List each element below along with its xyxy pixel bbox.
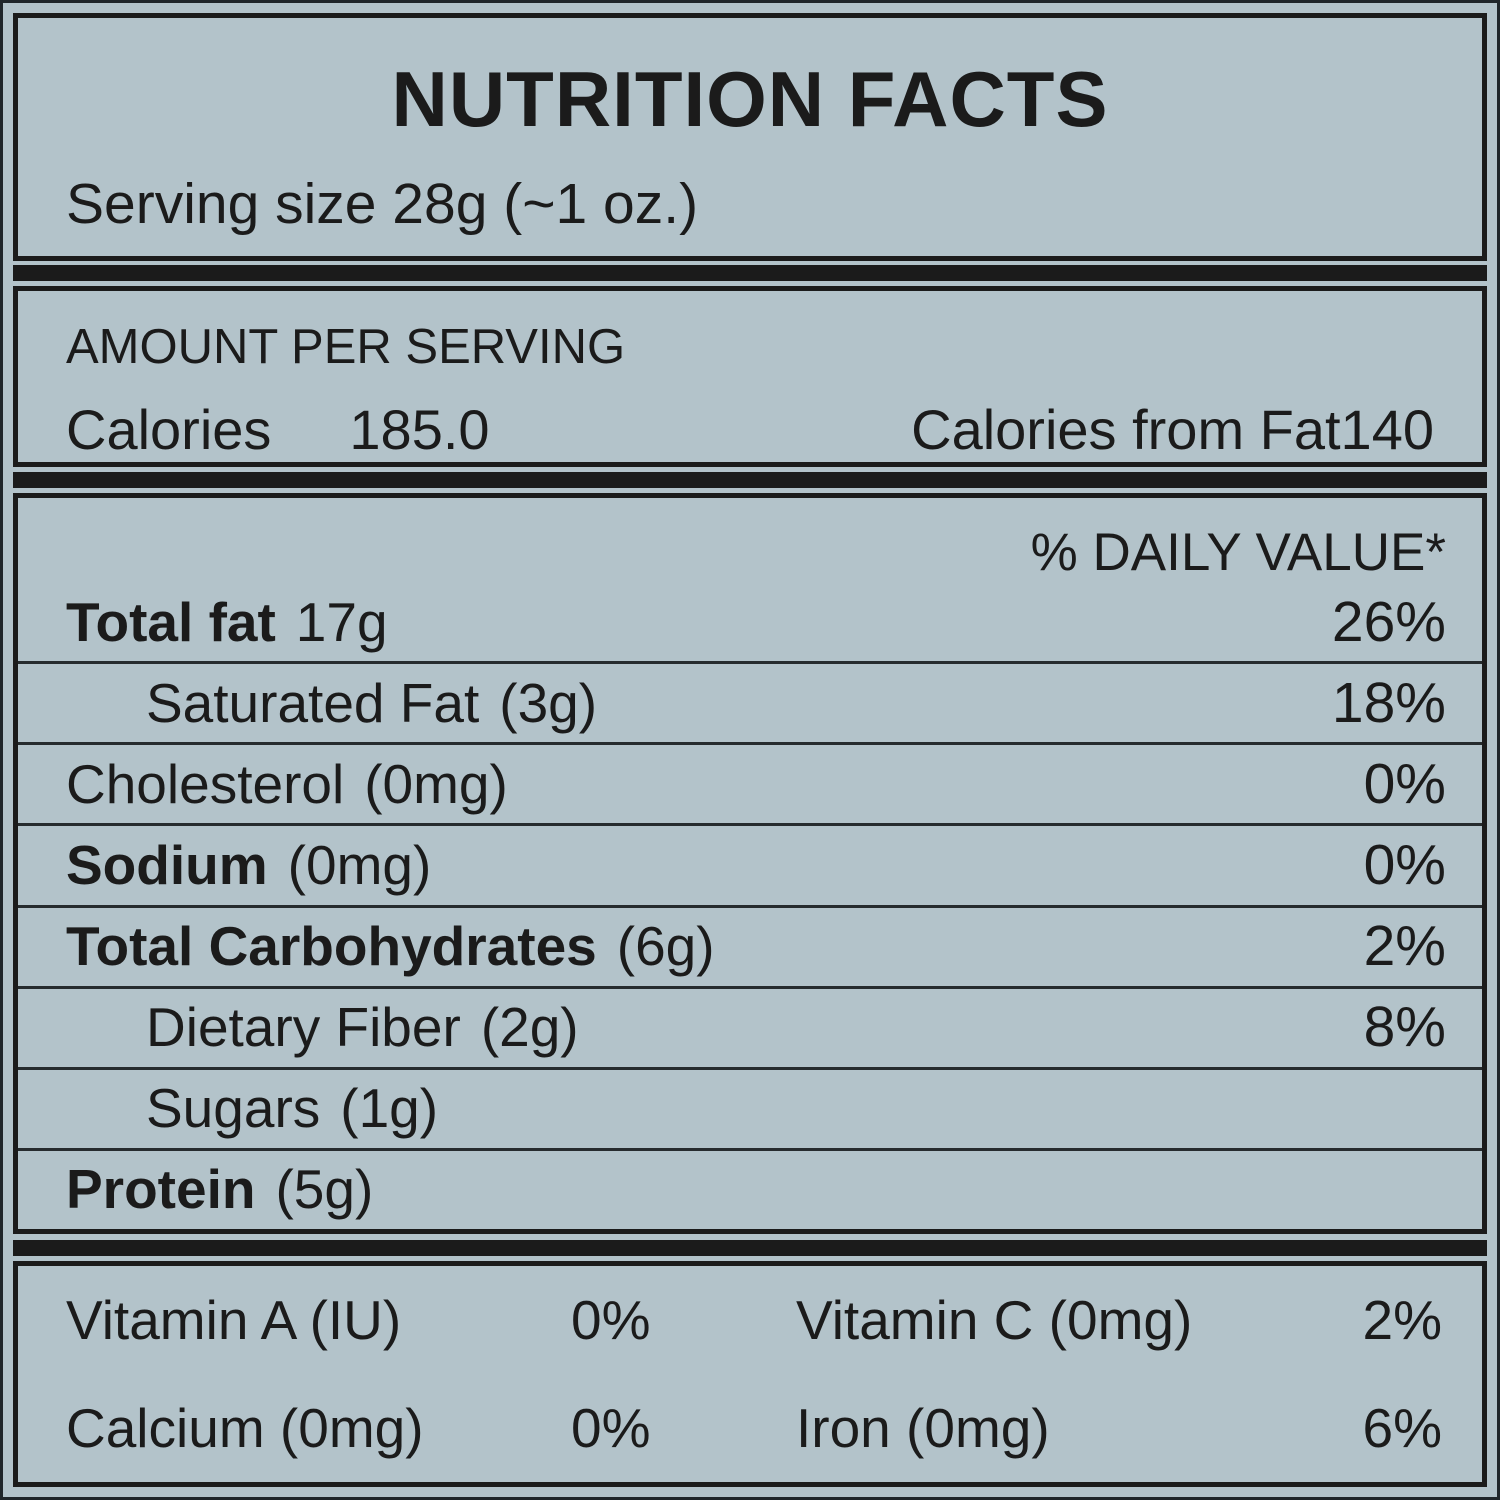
daily-value-header: % DAILY VALUE* [1030, 523, 1446, 582]
nutrient-amount: (2g) [480, 996, 579, 1059]
nutrient-amount: (0mg) [287, 833, 432, 896]
header-section: NUTRITION FACTS Serving size 28g (~1 oz.… [13, 13, 1487, 261]
nutrient-name-group: Total Carbohydrates (6g) [66, 919, 715, 974]
thick-divider-3 [13, 1240, 1487, 1256]
nutrient-name: Dietary Fiber [146, 996, 461, 1059]
table-row-sugars: Sugars (1g) [18, 1066, 1482, 1148]
thick-divider-1 [13, 265, 1487, 281]
micronutrient-name-vitamin-a: Vitamin A (IU) [66, 1288, 402, 1351]
nutrient-name-group: Sodium (0mg) [66, 833, 432, 896]
calories-section: AMOUNT PER SERVING Calories 185.0 Calori… [13, 286, 1487, 467]
nutrient-name: Total fat [66, 590, 276, 653]
table-row-dietary-fiber: Dietary Fiber (2g) 8% [18, 985, 1482, 1067]
micronutrient-name-calcium: Calcium (0mg) [66, 1396, 424, 1459]
micronutrient-percent-calcium: 0% [571, 1396, 651, 1459]
micronutrient-name-vitamin-c: Vitamin C (0mg) [796, 1288, 1193, 1351]
nutrient-amount: (1g) [340, 1077, 439, 1140]
daily-value-section: % DAILY VALUE* Total fat 17g 26% Saturat… [13, 493, 1487, 1234]
nutrient-percent: 26% [1331, 589, 1446, 654]
table-row-protein: Protein (5g) [18, 1147, 1482, 1229]
micronutrient-percent-vitamin-c: 2% [1362, 1288, 1443, 1351]
calories-row: Calories 185.0 Calories from Fat140 [18, 402, 1482, 458]
amount-per-serving-heading: AMOUNT PER SERVING [66, 320, 626, 374]
nutrient-amount: 17g [295, 590, 388, 653]
nutrient-name: Cholesterol [66, 752, 345, 815]
nutrient-amount: (3g) [499, 671, 598, 734]
serving-size-text: Serving size 28g (~1 oz.) [66, 172, 699, 236]
nutrient-name-group: Sugars (1g) [146, 1081, 438, 1136]
nutrient-name: Sodium [66, 833, 268, 896]
nutrient-amount: (5g) [275, 1158, 374, 1221]
calories-value: 185.0 [349, 398, 490, 461]
table-row-cholesterol: Cholesterol (0mg) 0% [18, 742, 1482, 823]
nutrient-name-group: Cholesterol (0mg) [66, 752, 508, 815]
thick-divider-2 [13, 472, 1487, 488]
table-row-sodium: Sodium (0mg) 0% [18, 823, 1482, 904]
nutrient-percent: 18% [1331, 670, 1446, 735]
micronutrients-grid: Vitamin A (IU) 0% Vitamin C (0mg) 2% Cal… [18, 1266, 1482, 1482]
micronutrient-name-iron: Iron (0mg) [796, 1396, 1050, 1459]
micronutrient-percent-iron: 6% [1362, 1396, 1443, 1459]
nutrient-name-group: Saturated Fat (3g) [146, 671, 598, 734]
calories-from-fat: Calories from Fat140 [911, 398, 1434, 461]
page-title: NUTRITION FACTS [391, 55, 1109, 143]
micronutrient-percent-vitamin-a: 0% [571, 1288, 651, 1351]
nutrient-name: Protein [66, 1158, 256, 1221]
calories-left-group: Calories 185.0 [66, 402, 490, 458]
nutrient-percent: 0% [1363, 832, 1446, 897]
nutrient-name-group: Dietary Fiber (2g) [146, 1000, 579, 1055]
nutrient-amount: (6g) [616, 915, 715, 978]
nutrient-name-group: Total fat 17g [66, 590, 388, 653]
nutrient-percent: 8% [1363, 995, 1446, 1060]
table-row-total-fat: Total fat 17g 26% [18, 583, 1482, 661]
nutrient-percent: 2% [1363, 914, 1446, 979]
nutrient-name-group: Protein (5g) [66, 1162, 373, 1217]
table-row-saturated-fat: Saturated Fat (3g) 18% [18, 661, 1482, 742]
table-row-total-carbohydrates: Total Carbohydrates (6g) 2% [18, 904, 1482, 986]
nutrient-amount: (0mg) [364, 752, 508, 815]
nutrient-name: Total Carbohydrates [66, 915, 597, 978]
calories-label: Calories [66, 398, 272, 461]
nutrient-name: Sugars [146, 1077, 321, 1140]
nutrient-percent: 0% [1363, 751, 1446, 816]
nutrient-name: Saturated Fat [146, 671, 480, 734]
micronutrients-section: Vitamin A (IU) 0% Vitamin C (0mg) 2% Cal… [13, 1261, 1487, 1487]
